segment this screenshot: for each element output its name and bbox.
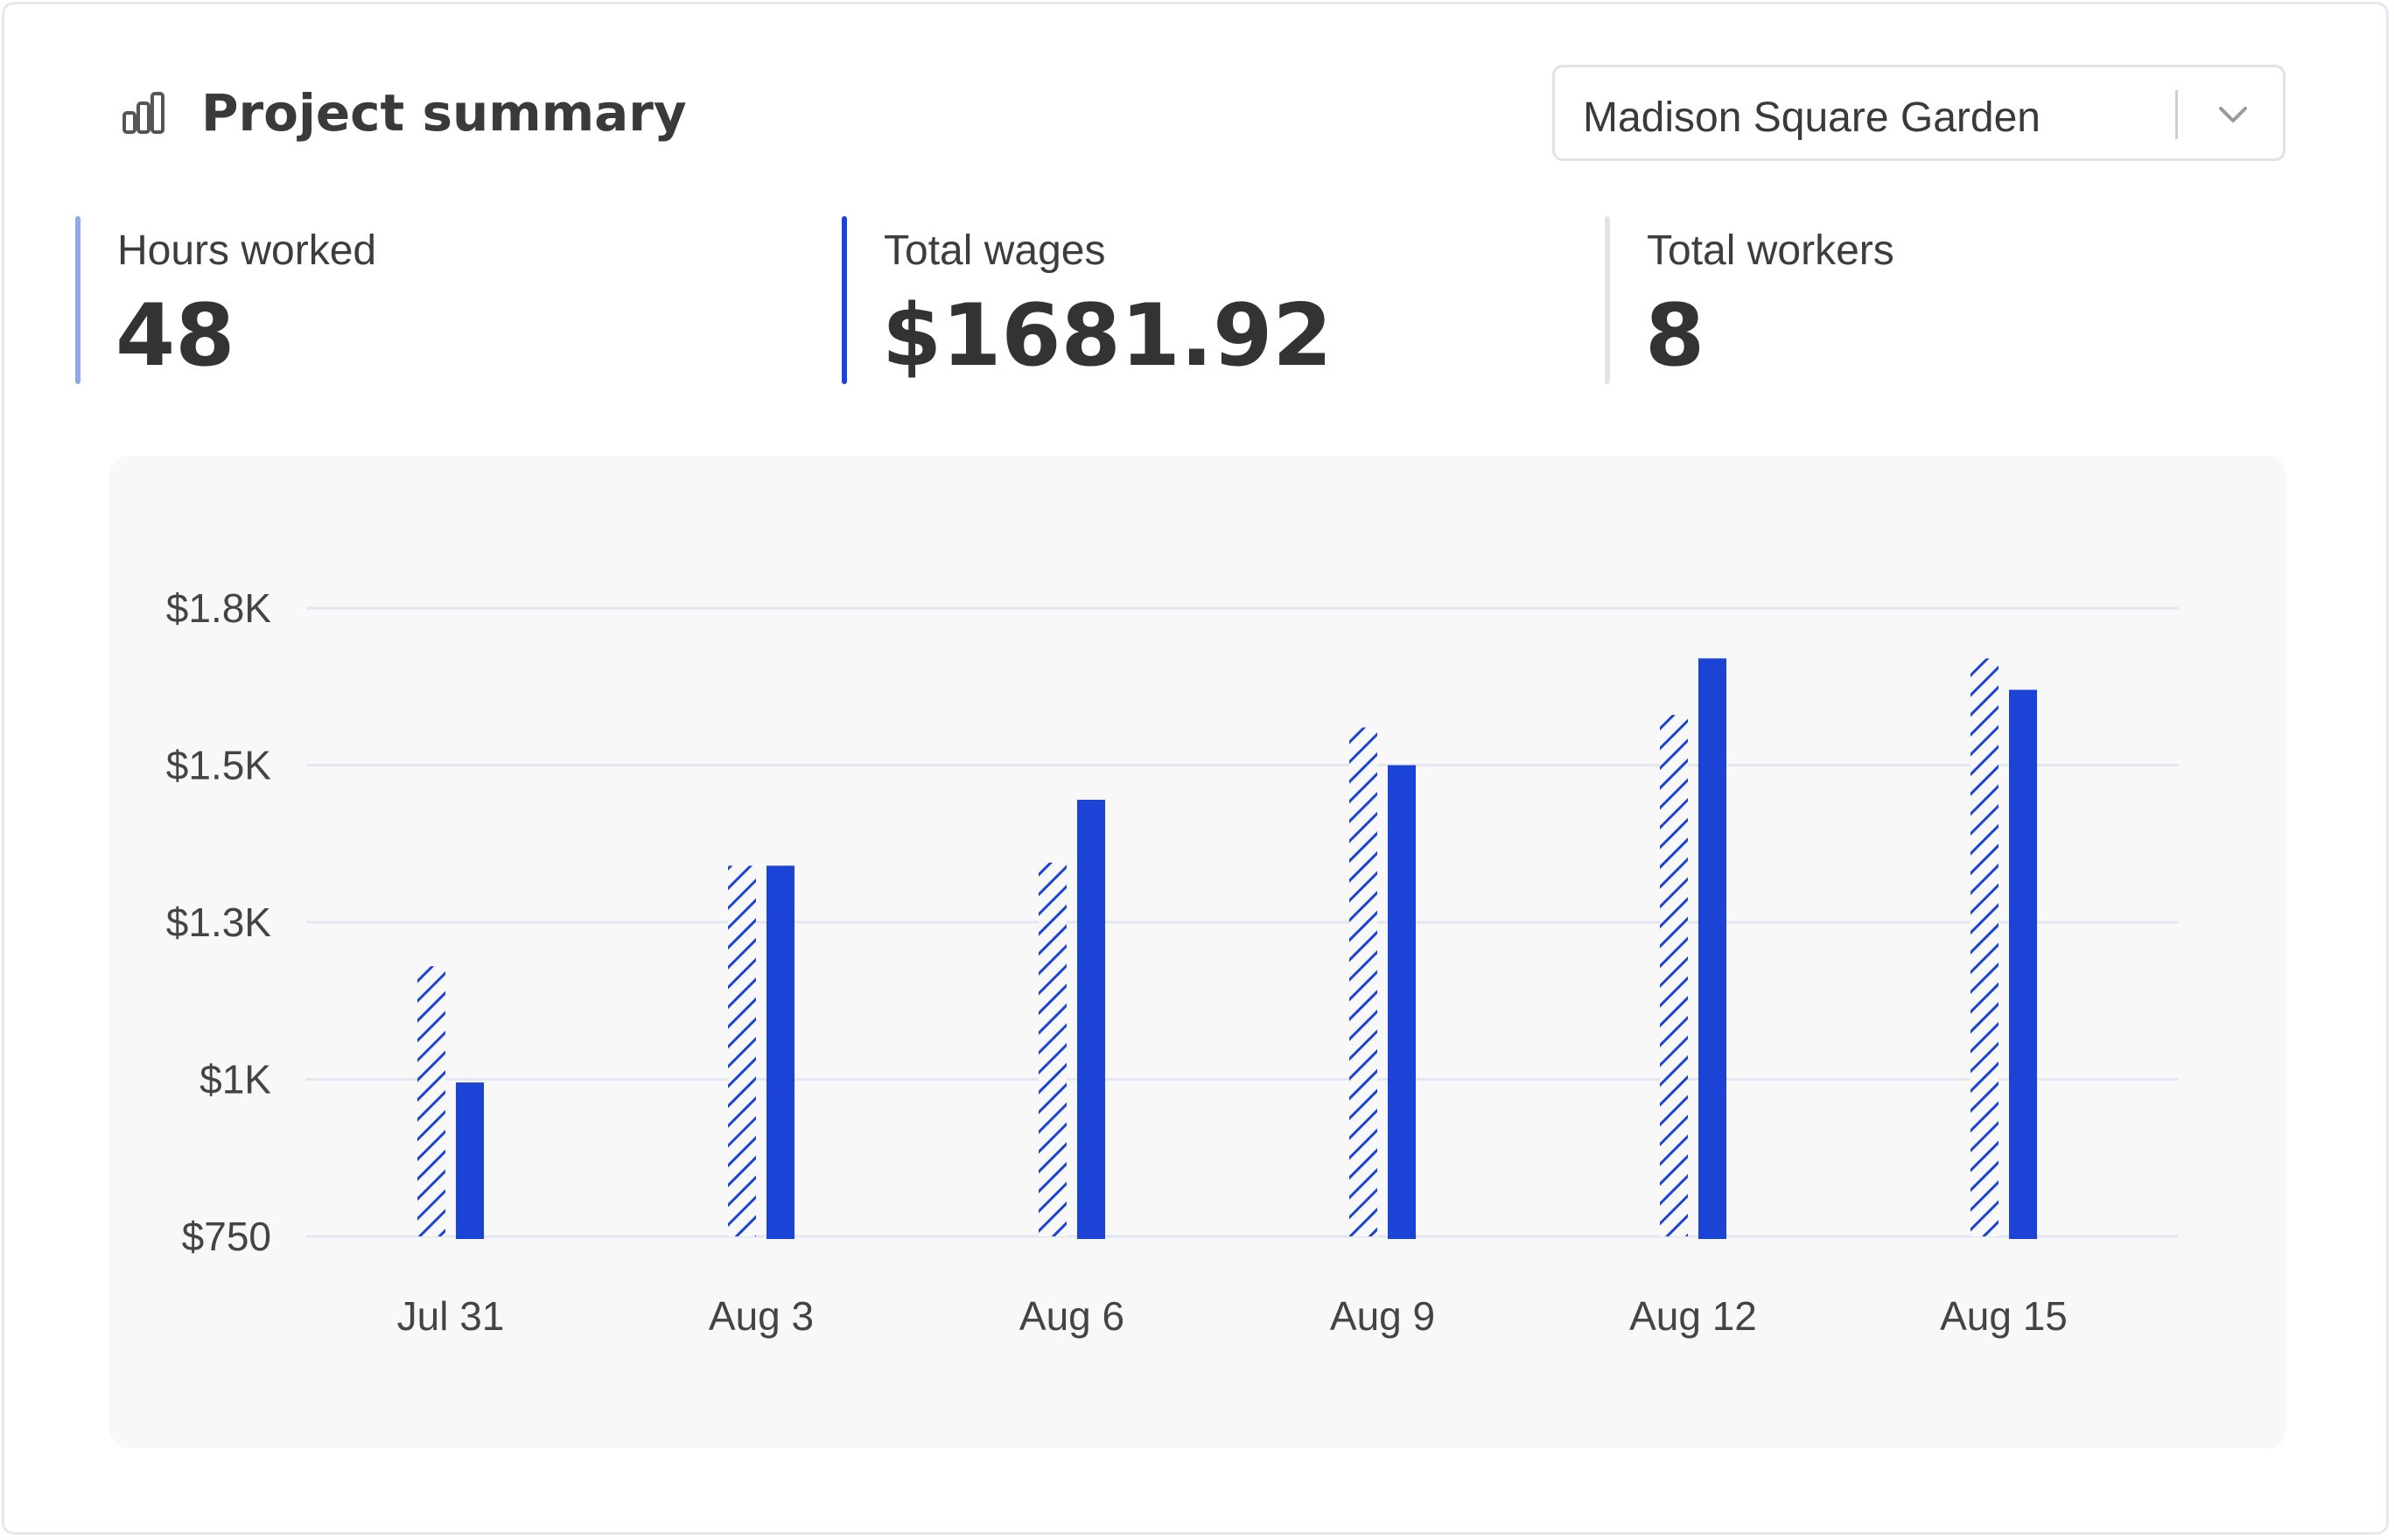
y-tick-label: $1.3K bbox=[166, 900, 272, 945]
stat-value: $1681.92 bbox=[882, 286, 1333, 386]
y-tick-label: $1K bbox=[200, 1057, 271, 1102]
wages-chart-panel: $750 $1K $1.3K $1.5K $1.8K Jul 31 Aug 3 Aug 6 Au… bbox=[109, 456, 2286, 1448]
x-tick-label: Aug 9 bbox=[1330, 1293, 1435, 1339]
solid-bar bbox=[766, 865, 794, 1239]
x-tick-label: Jul 31 bbox=[397, 1293, 505, 1339]
stat-label: Total workers bbox=[1647, 228, 1894, 274]
x-tick-label: Aug 3 bbox=[709, 1293, 814, 1339]
x-tick-label: Aug 6 bbox=[1019, 1293, 1124, 1339]
hatched-bar bbox=[1349, 727, 1377, 1236]
stat-value: 48 bbox=[116, 286, 235, 386]
hatched-bar bbox=[417, 966, 445, 1236]
solid-bar bbox=[1388, 765, 1416, 1239]
stat-label: Total wages bbox=[884, 228, 1106, 274]
project-select-value: Madison Square Garden bbox=[1583, 94, 2040, 141]
chevron-down-icon[interactable] bbox=[2216, 97, 2250, 132]
select-divider bbox=[2175, 90, 2178, 139]
stat-value: 8 bbox=[1645, 286, 1705, 386]
solid-bar bbox=[456, 1082, 484, 1239]
solid-bar bbox=[1698, 658, 1726, 1239]
bar-chart-icon bbox=[122, 92, 164, 134]
y-tick-label: $1.8K bbox=[166, 585, 272, 631]
hatched-bar bbox=[1970, 658, 1998, 1236]
hatched-bar bbox=[1039, 862, 1067, 1236]
y-tick-label: $750 bbox=[182, 1214, 271, 1259]
x-tick-label: Aug 15 bbox=[1940, 1293, 2068, 1339]
project-select[interactable]: Madison Square Garden bbox=[1552, 65, 2286, 161]
stat-accent-bar bbox=[842, 216, 847, 384]
x-tick-label: Aug 12 bbox=[1629, 1293, 1757, 1339]
stat-label: Hours worked bbox=[117, 228, 377, 274]
hatched-bar bbox=[728, 865, 756, 1236]
stat-accent-bar bbox=[75, 216, 80, 384]
page-title: Project summary bbox=[201, 83, 687, 143]
y-tick-label: $1.5K bbox=[166, 743, 272, 788]
wages-bar-chart: $750 $1K $1.3K $1.5K $1.8K Jul 31 Aug 3 Aug 6 Au… bbox=[166, 585, 2179, 1339]
solid-bar bbox=[1077, 799, 1105, 1239]
stat-accent-bar bbox=[1605, 216, 1610, 384]
solid-bar bbox=[2009, 690, 2037, 1239]
hatched-bar bbox=[1660, 715, 1688, 1236]
